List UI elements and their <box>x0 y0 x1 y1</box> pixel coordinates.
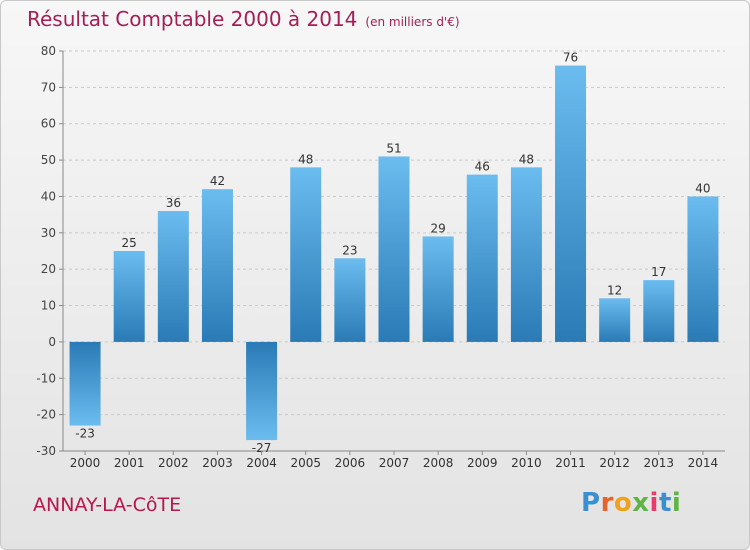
bar <box>290 167 322 342</box>
bar <box>201 189 233 342</box>
y-tick-label: 0 <box>48 335 56 349</box>
x-tick-label: 2011 <box>555 456 586 470</box>
x-tick-label: 2001 <box>114 456 145 470</box>
bar <box>555 65 587 342</box>
x-tick-label: 2000 <box>70 456 101 470</box>
y-tick-label: 20 <box>41 262 56 276</box>
proxiti-logo: Proxiti <box>581 488 681 518</box>
logo-letter: r <box>600 488 614 518</box>
bar <box>510 167 542 342</box>
logo-letter: P <box>581 488 601 518</box>
data-label: 12 <box>607 283 622 297</box>
data-label: 36 <box>166 196 181 210</box>
y-tick-label: -30 <box>36 444 56 458</box>
bar <box>69 341 101 426</box>
x-tick-label: 2007 <box>379 456 410 470</box>
y-tick-label: -10 <box>36 371 56 385</box>
data-label: 48 <box>519 152 534 166</box>
commune-name: ANNAY-LA-CôTE <box>33 494 182 516</box>
bar <box>466 174 498 342</box>
x-tick-label: 2002 <box>158 456 189 470</box>
data-label: -27 <box>252 441 272 455</box>
data-label: 48 <box>298 152 313 166</box>
bar <box>378 156 410 342</box>
bar <box>599 298 631 342</box>
x-tick-label: 2003 <box>202 456 233 470</box>
bar <box>422 236 454 342</box>
y-tick-label: 10 <box>41 299 56 313</box>
chart-subtitle: (en milliers d'€) <box>365 15 460 29</box>
chart-title-text: Résultat Comptable 2000 à 2014 <box>27 7 358 31</box>
data-label: 46 <box>475 160 490 174</box>
y-tick-label: 50 <box>41 153 56 167</box>
y-tick-label: 80 <box>41 44 56 58</box>
y-tick-label: -20 <box>36 408 56 422</box>
x-tick-label: 2008 <box>423 456 454 470</box>
logo-letter: x <box>632 488 650 518</box>
x-tick-label: 2009 <box>467 456 498 470</box>
data-label: 17 <box>651 265 666 279</box>
bar <box>246 341 278 441</box>
bar <box>157 211 189 342</box>
data-label: 23 <box>342 243 357 257</box>
data-label: 29 <box>430 221 445 235</box>
y-tick-label: 70 <box>41 80 56 94</box>
y-tick-label: 40 <box>41 189 56 203</box>
x-tick-label: 2004 <box>246 456 277 470</box>
y-tick-label: 30 <box>41 226 56 240</box>
logo-letter: i <box>649 488 659 518</box>
bar <box>687 196 719 342</box>
x-tick-label: 2014 <box>688 456 719 470</box>
data-label: 25 <box>122 236 137 250</box>
bar <box>334 258 366 342</box>
bar <box>643 280 675 342</box>
x-tick-label: 2013 <box>644 456 675 470</box>
logo-letter: t <box>658 488 672 518</box>
chart-title: Résultat Comptable 2000 à 2014 (en millie… <box>27 7 460 31</box>
x-tick-label: 2010 <box>511 456 542 470</box>
logo-letter: o <box>613 488 633 518</box>
data-label: 40 <box>695 181 710 195</box>
data-label: 51 <box>386 141 401 155</box>
data-label: 76 <box>563 51 578 65</box>
logo-letter: i <box>671 488 682 518</box>
y-tick-label: 60 <box>41 117 56 131</box>
data-label: -23 <box>75 427 95 441</box>
x-tick-label: 2006 <box>335 456 366 470</box>
x-tick-label: 2005 <box>290 456 321 470</box>
bar <box>113 251 145 342</box>
data-label: 42 <box>210 174 225 188</box>
x-tick-label: 2012 <box>599 456 630 470</box>
